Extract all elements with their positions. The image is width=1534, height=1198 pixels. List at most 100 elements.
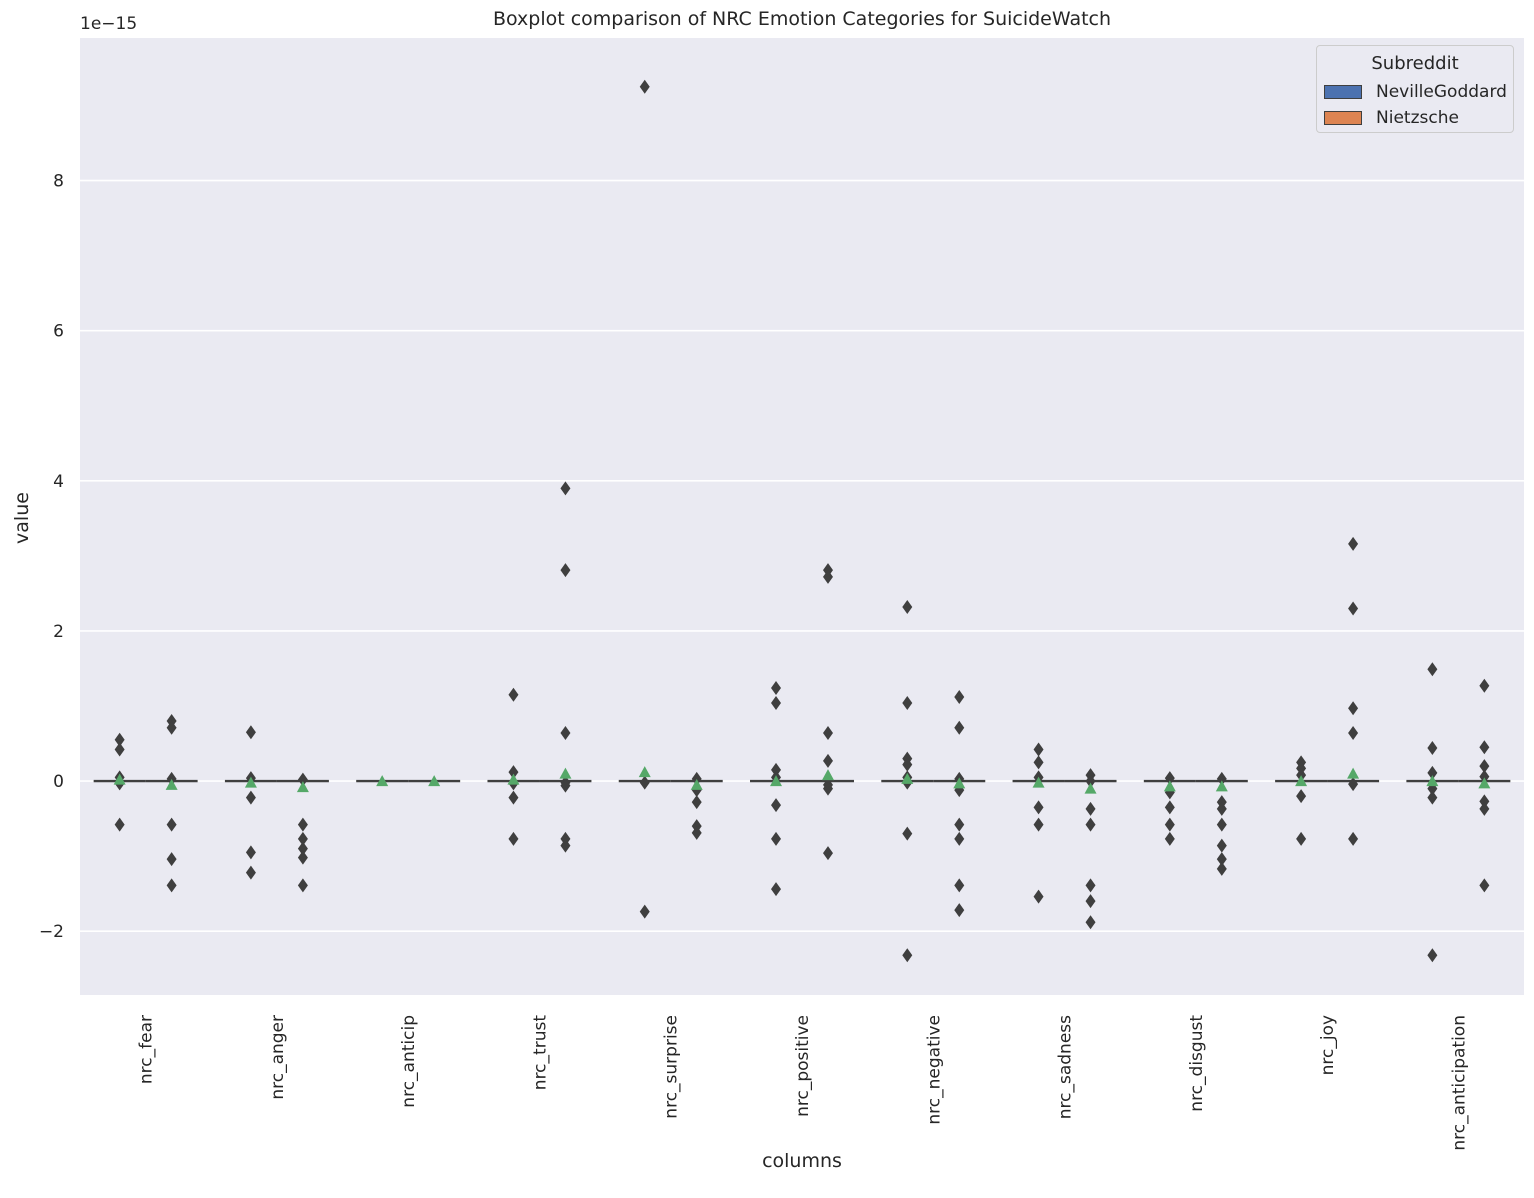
- mean-marker: [821, 769, 834, 781]
- outlier-point: [1296, 831, 1307, 846]
- outlier-point: [1479, 794, 1490, 809]
- outlier-point: [508, 765, 519, 780]
- outlier-point: [560, 838, 571, 853]
- outlier-point: [1085, 894, 1096, 909]
- outlier-point: [1164, 771, 1175, 786]
- mean-marker: [559, 767, 572, 779]
- outlier-point: [1479, 769, 1490, 784]
- mean-marker: [1163, 780, 1176, 792]
- outlier-point: [297, 878, 308, 893]
- outlier-point: [1033, 889, 1044, 904]
- outlier-point: [1216, 801, 1227, 816]
- outlier-point: [691, 795, 702, 810]
- outlier-point: [639, 904, 650, 919]
- outlier-point: [560, 726, 571, 741]
- outlier-point: [902, 599, 913, 614]
- outlier-point: [560, 563, 571, 578]
- outlier-point: [1085, 817, 1096, 832]
- legend-item-nietzsche: Nietzsche: [1324, 108, 1459, 128]
- outlier-point: [1296, 789, 1307, 804]
- mean-marker: [507, 773, 520, 785]
- outlier-point: [297, 850, 308, 865]
- x-tick-label: nrc_surprise: [662, 1015, 682, 1119]
- outlier-point: [166, 771, 177, 786]
- legend-swatch-nietzsche: [1324, 111, 1362, 125]
- legend-label-nevillegoddard: NevilleGoddard: [1376, 82, 1507, 102]
- mean-marker: [1426, 775, 1439, 787]
- outlier-point: [1296, 768, 1307, 783]
- x-tick-label: nrc_positive: [793, 1015, 813, 1117]
- outlier-point: [560, 778, 571, 793]
- outlier-point: [639, 775, 650, 790]
- outlier-point: [508, 687, 519, 702]
- outlier-point: [245, 865, 256, 880]
- mean-marker: [901, 772, 914, 784]
- outlier-point: [1348, 601, 1359, 616]
- outlier-point: [1085, 878, 1096, 893]
- legend-swatch-nevillegoddard: [1324, 85, 1362, 99]
- outlier-point: [1033, 755, 1044, 770]
- legend-title: Subreddit: [1371, 53, 1459, 74]
- outlier-point: [771, 762, 782, 777]
- outlier-point: [245, 790, 256, 805]
- outlier-point: [822, 753, 833, 768]
- x-tick-label: nrc_negative: [924, 1015, 944, 1125]
- outlier-point: [1033, 742, 1044, 757]
- outlier-point: [1427, 948, 1438, 963]
- outlier-point: [114, 732, 125, 747]
- y-tick-label: 8: [53, 172, 64, 192]
- y-tick-label: −2: [39, 922, 64, 942]
- outlier-point: [1216, 817, 1227, 832]
- y-tick-label: 4: [53, 472, 64, 492]
- y-tick-label: 6: [53, 322, 64, 342]
- y-axis-offset-text: 1e−15: [80, 14, 138, 34]
- outlier-point: [639, 79, 650, 94]
- outlier-point: [297, 831, 308, 846]
- mean-marker: [296, 781, 309, 793]
- outlier-point: [1085, 915, 1096, 930]
- mean-marker: [1295, 775, 1308, 787]
- y-axis-label: value: [11, 492, 33, 544]
- outlier-point: [954, 878, 965, 893]
- outlier-point: [822, 846, 833, 861]
- outlier-point: [1479, 678, 1490, 693]
- outlier-point: [902, 696, 913, 711]
- outlier-point: [902, 757, 913, 772]
- outlier-point: [954, 817, 965, 832]
- outlier-point: [1033, 817, 1044, 832]
- outlier-point: [245, 845, 256, 860]
- outlier-point: [1427, 662, 1438, 677]
- outlier-point: [1033, 800, 1044, 815]
- legend-label-nietzsche: Nietzsche: [1376, 108, 1459, 128]
- outlier-point: [902, 948, 913, 963]
- legend: Subreddit NevilleGoddard Nietzsche: [1316, 45, 1514, 133]
- outlier-point: [1479, 878, 1490, 893]
- outlier-point: [1348, 831, 1359, 846]
- outlier-point: [166, 817, 177, 832]
- outlier-point: [166, 878, 177, 893]
- mean-marker: [165, 778, 178, 790]
- x-axis-label: columns: [762, 1150, 842, 1172]
- x-tick-label: nrc_sadness: [1056, 1015, 1076, 1119]
- outlier-point: [1085, 801, 1096, 816]
- outlier-point: [822, 726, 833, 741]
- outlier-point: [1427, 765, 1438, 780]
- outlier-point: [902, 826, 913, 841]
- outlier-point: [1348, 777, 1359, 792]
- outlier-point: [245, 725, 256, 740]
- outlier-point: [771, 696, 782, 711]
- outlier-point: [1216, 838, 1227, 853]
- x-tick-label: nrc_joy: [1318, 1015, 1338, 1075]
- outlier-point: [1164, 800, 1175, 815]
- mean-marker: [770, 775, 783, 787]
- outlier-point: [297, 817, 308, 832]
- plot-area-background: [80, 38, 1524, 995]
- outlier-point: [1164, 817, 1175, 832]
- x-tick-label: nrc_fear: [137, 1015, 157, 1084]
- mean-marker: [376, 775, 389, 787]
- outlier-point: [954, 720, 965, 735]
- y-tick-label: 2: [53, 622, 64, 642]
- outlier-point: [954, 903, 965, 918]
- mean-marker: [1032, 776, 1045, 788]
